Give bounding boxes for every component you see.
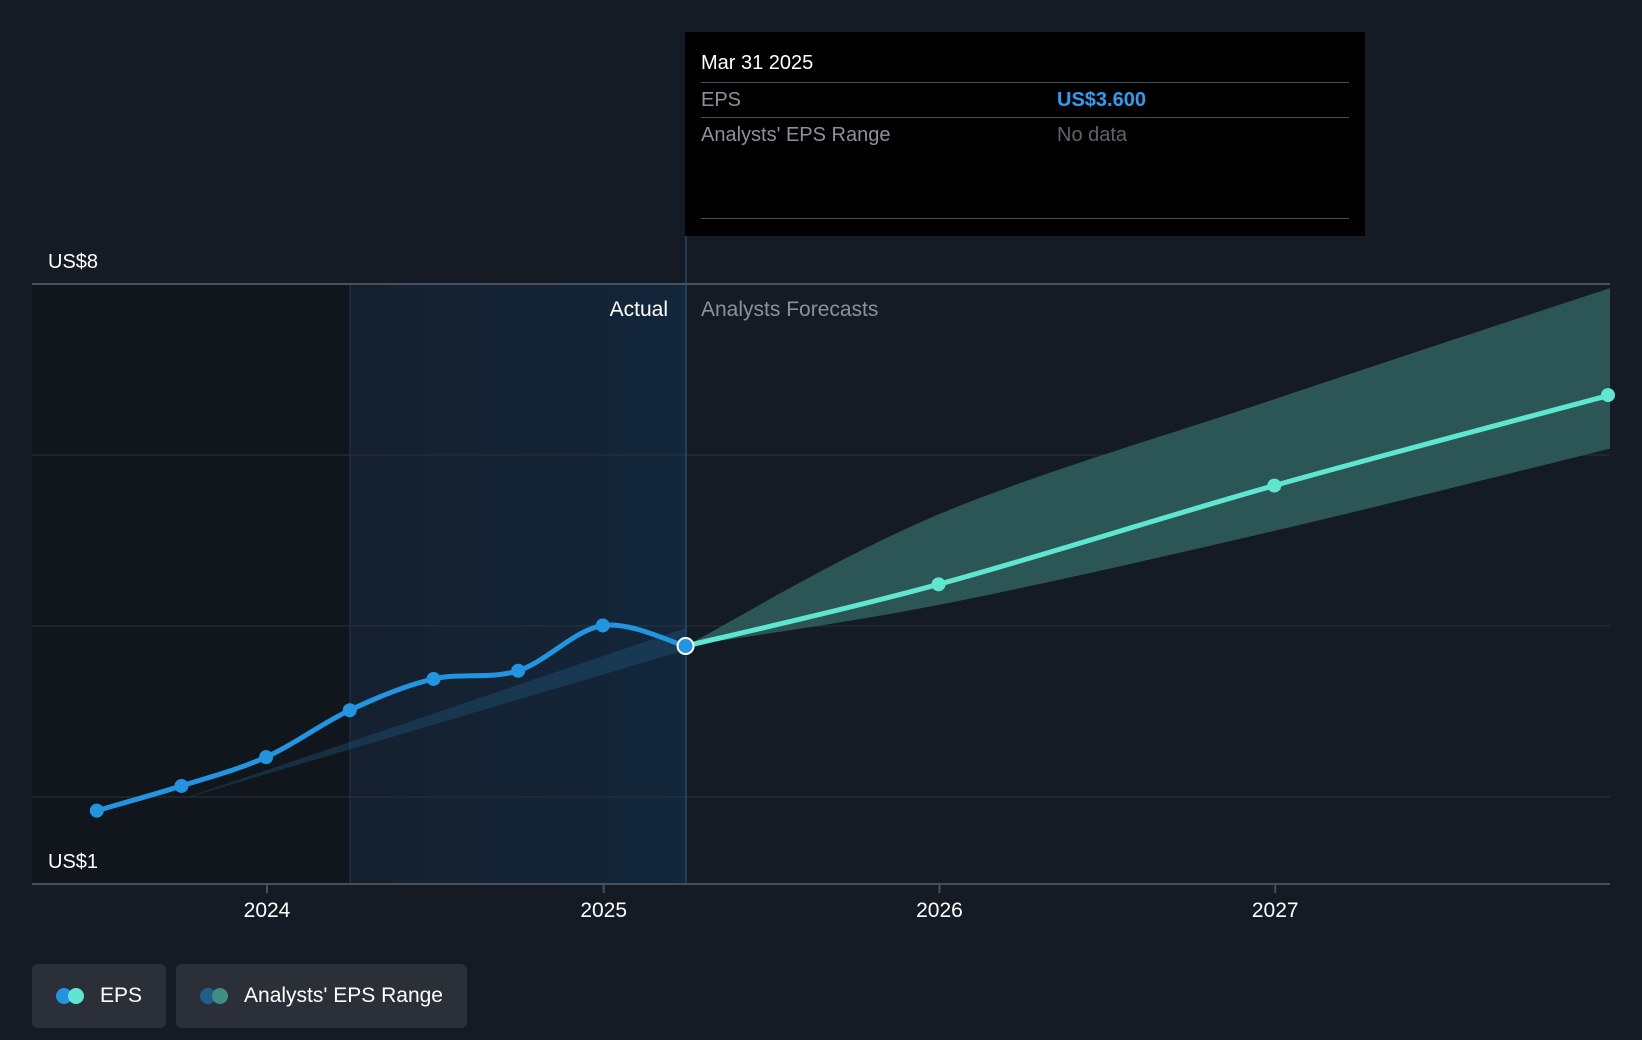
legend-eps-label: EPS: [100, 984, 143, 1007]
tooltip-eps-value: US$3.600: [1057, 89, 1146, 111]
tooltip-range-value: No data: [1057, 124, 1128, 146]
past-estimate-range: [176, 628, 686, 801]
range-layer: [176, 288, 1611, 801]
region-label-actual: Actual: [610, 298, 668, 321]
legend-item-eps[interactable]: EPS: [32, 964, 167, 1028]
tooltip-range-label: Analysts' EPS Range: [701, 124, 891, 146]
eps-forecast-point: [931, 577, 946, 592]
eps-forecast-line: [683, 392, 1613, 649]
tooltip-row-eps: EPS US$3.600: [701, 83, 1349, 118]
eps-actual-point: [89, 803, 104, 818]
eps-forecast-point: [1601, 388, 1615, 403]
legend-range-label: Analysts' EPS Range: [244, 984, 443, 1007]
tooltip-divider: [701, 218, 1349, 219]
eps-actual-point: [342, 703, 357, 718]
eps-actual-point: [595, 618, 610, 633]
y-tick-label: US$1: [48, 851, 98, 873]
x-tick-label: 2026: [916, 899, 963, 922]
tooltip-row-range: Analysts' EPS Range No data: [701, 118, 1349, 152]
point-layer: [89, 388, 1615, 818]
line-layer: [94, 392, 1613, 814]
eps-dots-icon: [56, 988, 86, 1004]
tooltip-eps-label: EPS: [701, 89, 742, 111]
tick-layer: US$8 US$1 2024 2025 2026 2027: [48, 251, 1299, 922]
legend: EPS Analysts' EPS Range: [32, 964, 477, 1028]
tooltip-date: Mar 31 2025: [701, 48, 1349, 83]
analyst-range-band: [685, 288, 1611, 647]
eps-actual-point: [426, 671, 441, 686]
legend-item-range[interactable]: Analysts' EPS Range: [176, 964, 467, 1028]
x-tick-label: 2024: [244, 899, 291, 922]
y-tick-label: US$8: [48, 251, 98, 273]
highlighted-point: [676, 637, 695, 656]
tooltip: Mar 31 2025 EPS US$3.600 Analysts' EPS R…: [685, 32, 1365, 236]
eps-actual-point: [511, 663, 526, 678]
x-tick-label: 2025: [580, 899, 627, 922]
eps-actual-point: [174, 778, 189, 793]
actual-highlight-band: [350, 284, 686, 884]
region-label-forecast: Analysts Forecasts: [701, 298, 878, 321]
eps-actual-point: [259, 750, 274, 765]
eps-actual-line: [94, 622, 689, 814]
range-dots-icon: [200, 988, 230, 1004]
past-background: [32, 284, 350, 884]
eps-forecast-point: [1267, 478, 1282, 493]
x-tick-label: 2027: [1252, 899, 1299, 922]
